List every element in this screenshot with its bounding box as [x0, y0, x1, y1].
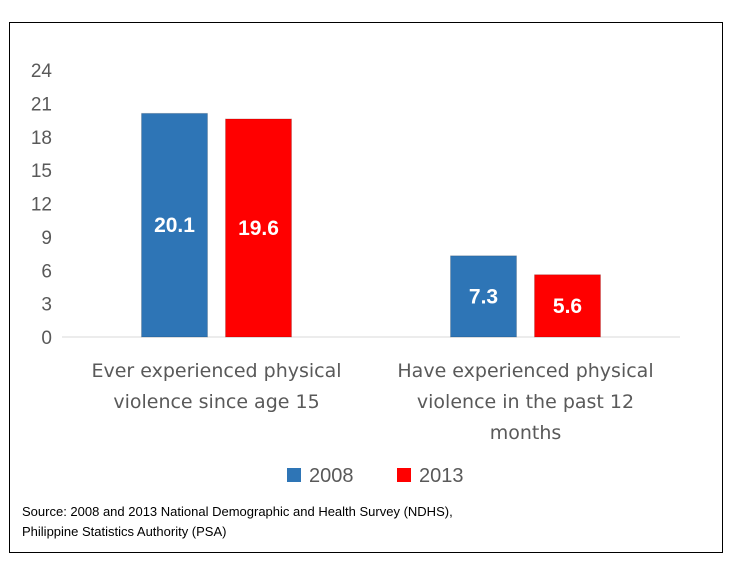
- legend-swatch-2008: [287, 468, 301, 482]
- data-label: 20.1: [154, 214, 195, 237]
- y-tick-label: 0: [41, 328, 52, 349]
- data-labels-group: 20.1 19.6 7.3 5.6: [154, 214, 582, 318]
- y-tick-label: 6: [41, 261, 52, 282]
- category-label-line: months: [490, 422, 562, 444]
- y-axis: 0 3 6 9 12 15 18 21 24: [31, 61, 53, 349]
- bar-2013-cat-2: [534, 274, 601, 338]
- legend-swatch-2013: [397, 468, 411, 482]
- bar-2008-cat-1: [141, 112, 208, 338]
- y-tick-label: 12: [31, 195, 52, 216]
- legend-label-2008: 2008: [309, 465, 354, 487]
- y-tick-label: 3: [41, 295, 52, 316]
- y-tick-label: 9: [41, 228, 52, 249]
- source-line-2: Philippine Statistics Authority (PSA): [22, 524, 227, 539]
- category-label-line: Ever experienced physical: [91, 360, 341, 382]
- data-label: 5.6: [553, 295, 582, 318]
- source-line-1: Source: 2008 and 2013 National Demograph…: [22, 504, 453, 519]
- chart-frame: [9, 22, 723, 553]
- category-label: Ever experienced physical violence since …: [91, 360, 341, 413]
- data-label: 19.6: [238, 217, 279, 240]
- category-labels-group: Ever experienced physical violence since …: [91, 360, 653, 444]
- category-label: Have experienced physical violence in the…: [397, 360, 653, 444]
- y-tick-label: 18: [31, 128, 52, 149]
- y-tick-label: 24: [31, 61, 53, 82]
- data-label: 7.3: [469, 285, 498, 308]
- category-label-line: violence in the past 12: [417, 391, 634, 413]
- bars-group: [141, 112, 601, 338]
- category-label-line: violence since age 15: [113, 391, 319, 413]
- y-tick-label: 21: [31, 94, 52, 115]
- bar-2008-cat-2: [450, 255, 517, 338]
- y-tick-label: 15: [31, 161, 52, 182]
- legend-label-2013: 2013: [419, 465, 464, 487]
- category-label-line: Have experienced physical: [397, 360, 653, 382]
- bar-2013-cat-1: [225, 118, 292, 338]
- legend: 2008 2013: [287, 465, 464, 487]
- source-note: Source: 2008 and 2013 National Demograph…: [22, 502, 702, 542]
